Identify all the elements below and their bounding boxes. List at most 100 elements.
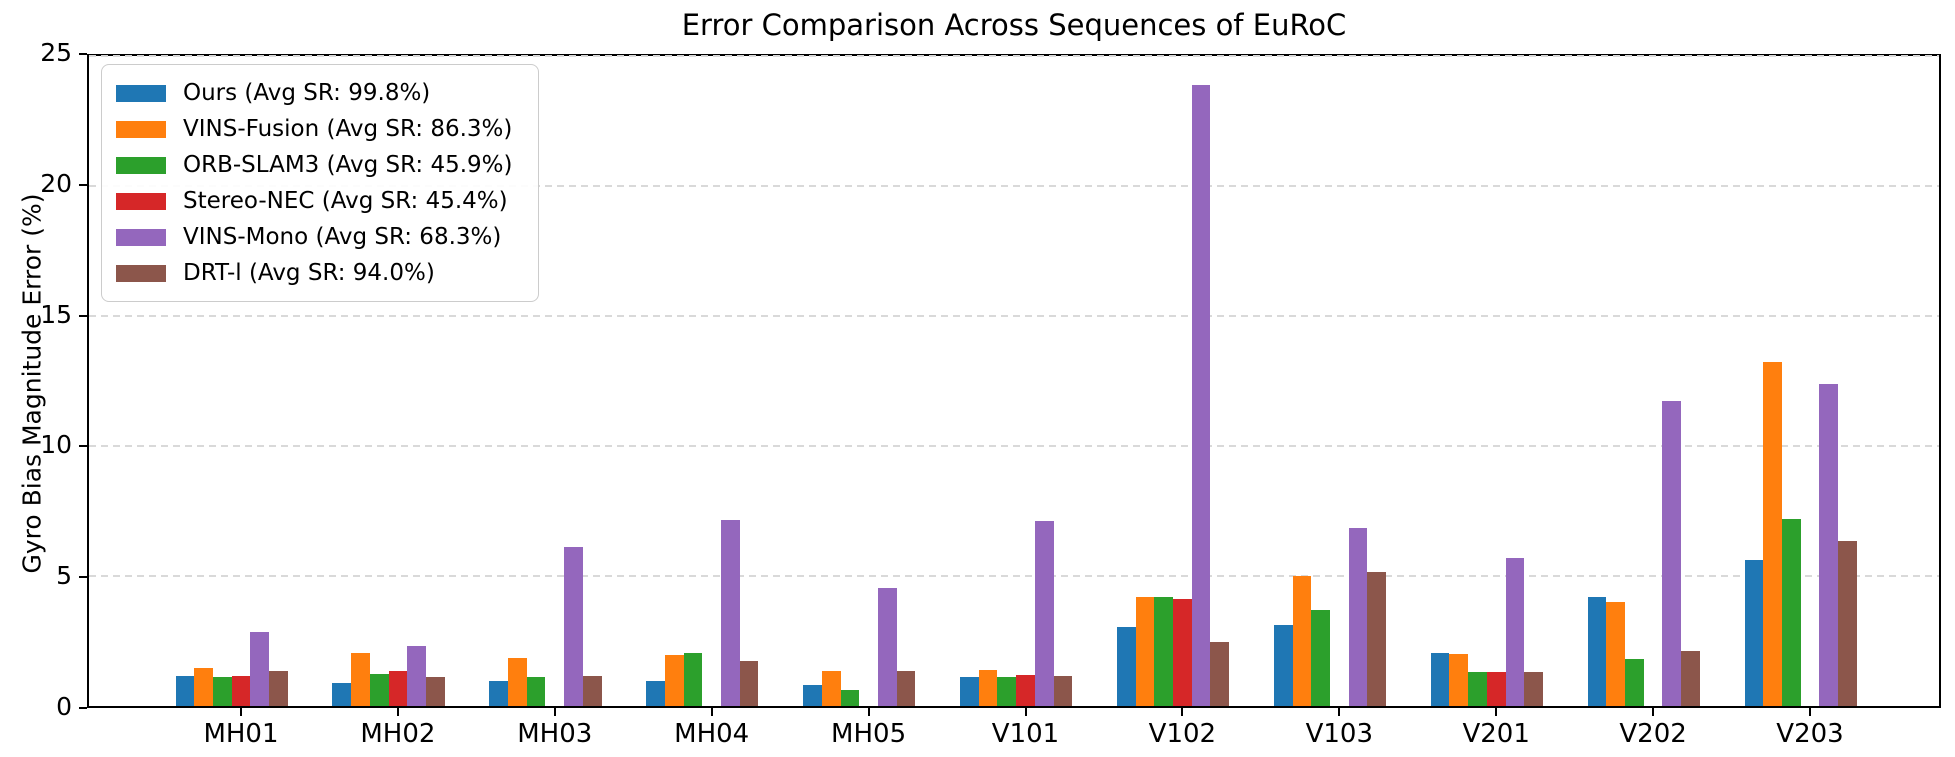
bar-MH03-drt-l: [582, 676, 602, 706]
y-tick-label-0: 0: [56, 692, 72, 721]
bar-V101-orb-slam3: [997, 677, 1017, 706]
x-tick-V102: [1181, 708, 1184, 716]
bar-V102-stereo-nec: [1173, 599, 1192, 706]
bar-MH04-orb-slam3: [683, 652, 703, 706]
legend-swatch-icon: [116, 156, 166, 174]
bar-V101-vins-fusion: [978, 669, 998, 706]
x-tick-label-MH04: MH04: [674, 719, 750, 749]
legend-label: ORB-SLAM3 (Avg SR: 45.9%): [183, 152, 513, 178]
bar-MH04-vins-fusion: [664, 655, 684, 706]
x-tick-MH04: [710, 708, 713, 716]
legend-swatch-icon: [116, 120, 166, 138]
x-tick-V202: [1652, 708, 1655, 716]
bar-V102-drt-l: [1210, 642, 1230, 706]
y-tick-5: [79, 576, 87, 579]
y-tick-label-5: 5: [56, 561, 72, 591]
bar-MH03-ours: [489, 681, 509, 706]
bar-V201-stereo-nec: [1486, 672, 1506, 706]
bar-MH02-vins-fusion: [351, 652, 370, 706]
bar-MH04-drt-l: [739, 660, 759, 706]
bar-V103-drt-l: [1367, 572, 1387, 706]
bar-V202-orb-slam3: [1625, 659, 1644, 706]
bar-V103-vins-fusion: [1292, 576, 1312, 706]
x-tick-MH01: [240, 708, 242, 716]
legend-label: DRT-l (Avg SR: 94.0%): [183, 260, 435, 286]
bar-MH03-vins-fusion: [508, 657, 527, 706]
legend-label: Ours (Avg SR: 99.8%): [183, 80, 431, 106]
bar-MH05-orb-slam3: [840, 690, 860, 706]
gridline-y-20: [89, 185, 1939, 187]
bar-MH01-vins-mono: [250, 631, 270, 706]
bar-MH03-vins-mono: [564, 547, 583, 706]
bar-V203-drt-l: [1838, 540, 1857, 706]
bar-V103-ours: [1273, 625, 1293, 706]
legend-item-stereo-nec: Stereo-NEC (Avg SR: 45.4%): [116, 183, 512, 219]
bar-V201-ours: [1430, 652, 1450, 706]
bar-V103-vins-mono: [1348, 527, 1368, 706]
bar-V101-vins-mono: [1034, 521, 1054, 706]
legend-item-vins-fusion: VINS-Fusion (Avg SR: 86.3%): [116, 111, 512, 147]
bar-V103-orb-slam3: [1311, 609, 1330, 706]
legend-label: Stereo-NEC (Avg SR: 45.4%): [183, 188, 508, 214]
x-tick-V201: [1495, 708, 1498, 716]
x-tick-V203: [1809, 708, 1811, 716]
bar-V202-drt-l: [1681, 651, 1700, 706]
x-tick-MH02: [396, 708, 399, 716]
bar-V203-vins-mono: [1819, 383, 1839, 706]
x-tick-label-MH03: MH03: [517, 719, 593, 749]
bar-MH02-ours: [332, 682, 352, 706]
bar-MH02-orb-slam3: [369, 673, 389, 706]
gridline-y-15: [89, 315, 1939, 317]
bar-V102-vins-mono: [1191, 84, 1211, 706]
bar-V202-vins-fusion: [1606, 602, 1626, 706]
bar-MH02-drt-l: [425, 677, 445, 706]
bar-V101-ours: [960, 677, 979, 706]
x-tick-MH03: [553, 708, 556, 716]
bar-MH02-stereo-nec: [388, 670, 408, 706]
x-tick-label-MH01: MH01: [203, 719, 279, 749]
bar-V203-vins-fusion: [1763, 361, 1782, 706]
bar-V102-vins-fusion: [1135, 596, 1155, 706]
bar-MH01-drt-l: [269, 670, 288, 706]
gridline-y-10: [89, 445, 1939, 447]
bar-MH03-orb-slam3: [526, 677, 546, 706]
y-tick-label-10: 10: [40, 430, 72, 460]
bar-V102-orb-slam3: [1154, 596, 1174, 706]
x-tick-label-V201: V201: [1462, 719, 1530, 749]
legend-item-drt-l: DRT-l (Avg SR: 94.0%): [116, 255, 512, 291]
legend-swatch-icon: [116, 228, 166, 246]
x-tick-label-V102: V102: [1148, 719, 1217, 749]
y-tick-label-15: 15: [40, 299, 72, 329]
x-tick-label-V103: V103: [1305, 719, 1373, 749]
bar-V202-vins-mono: [1662, 400, 1682, 706]
bar-V201-orb-slam3: [1468, 672, 1487, 706]
y-tick-0: [79, 707, 87, 709]
y-tick-label-25: 25: [40, 38, 72, 67]
legend-label: VINS-Mono (Avg SR: 68.3%): [183, 224, 502, 250]
bar-MH01-vins-fusion: [194, 668, 213, 706]
bar-MH04-ours: [646, 681, 665, 706]
x-tick-label-MH05: MH05: [831, 719, 907, 749]
bar-V101-drt-l: [1053, 676, 1073, 706]
legend-swatch-icon: [116, 84, 166, 102]
bar-V203-orb-slam3: [1781, 518, 1801, 706]
y-tick-label-20: 20: [40, 168, 72, 198]
bar-MH05-vins-fusion: [821, 670, 841, 706]
bar-MH05-ours: [803, 685, 822, 706]
legend-item-vins-mono: VINS-Mono (Avg SR: 68.3%): [116, 219, 512, 255]
bar-V201-vins-fusion: [1449, 654, 1469, 706]
gridline-y-5: [89, 575, 1939, 577]
x-tick-MH05: [867, 708, 870, 716]
bar-V201-drt-l: [1524, 672, 1543, 706]
x-tick-label-V202: V202: [1619, 719, 1687, 749]
bar-V202-ours: [1587, 596, 1607, 706]
legend: Ours (Avg SR: 99.8%) VINS-Fusion (Avg SR:…: [101, 64, 540, 302]
x-tick-label-V203: V203: [1776, 719, 1844, 749]
y-tick-20: [79, 183, 87, 186]
bar-MH02-vins-mono: [407, 646, 426, 706]
legend-swatch-icon: [116, 264, 166, 282]
bar-MH04-vins-mono: [721, 520, 740, 706]
legend-item-ours: Ours (Avg SR: 99.8%): [116, 75, 512, 111]
legend-item-orb-slam3: ORB-SLAM3 (Avg SR: 45.9%): [116, 147, 512, 183]
